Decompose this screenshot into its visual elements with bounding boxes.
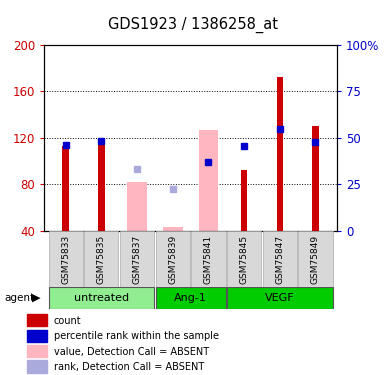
Text: GSM75833: GSM75833 <box>61 234 70 284</box>
Text: GSM75835: GSM75835 <box>97 234 106 284</box>
Bar <box>27 360 47 373</box>
Text: GSM75849: GSM75849 <box>311 235 320 284</box>
Bar <box>156 287 226 309</box>
Bar <box>312 126 319 231</box>
Text: GSM75837: GSM75837 <box>132 234 142 284</box>
Bar <box>298 231 333 287</box>
Text: ▶: ▶ <box>32 293 40 303</box>
Text: percentile rank within the sample: percentile rank within the sample <box>54 332 219 341</box>
Bar <box>120 231 154 287</box>
Bar <box>98 144 105 231</box>
Bar <box>27 330 47 342</box>
Text: GSM75839: GSM75839 <box>168 234 177 284</box>
Bar <box>27 345 47 357</box>
Bar <box>191 231 226 287</box>
Bar <box>62 146 69 231</box>
Text: GSM75845: GSM75845 <box>239 235 249 284</box>
Bar <box>227 231 261 287</box>
Bar <box>156 231 190 287</box>
Text: GSM75841: GSM75841 <box>204 235 213 284</box>
Bar <box>276 78 283 231</box>
Bar <box>49 287 154 309</box>
Text: rank, Detection Call = ABSENT: rank, Detection Call = ABSENT <box>54 362 204 372</box>
Text: count: count <box>54 316 82 326</box>
Text: Ang-1: Ang-1 <box>174 293 207 303</box>
Bar <box>163 227 182 231</box>
Text: untreated: untreated <box>74 293 129 303</box>
Bar <box>227 287 333 309</box>
Text: value, Detection Call = ABSENT: value, Detection Call = ABSENT <box>54 347 209 357</box>
Bar <box>263 231 297 287</box>
Bar <box>27 314 47 326</box>
Bar <box>84 231 119 287</box>
Bar <box>199 130 218 231</box>
Bar <box>241 170 247 231</box>
Text: agent: agent <box>5 293 35 303</box>
Bar <box>127 182 147 231</box>
Text: GDS1923 / 1386258_at: GDS1923 / 1386258_at <box>107 17 278 33</box>
Bar <box>49 231 83 287</box>
Text: GSM75847: GSM75847 <box>275 235 284 284</box>
Text: VEGF: VEGF <box>265 293 295 303</box>
